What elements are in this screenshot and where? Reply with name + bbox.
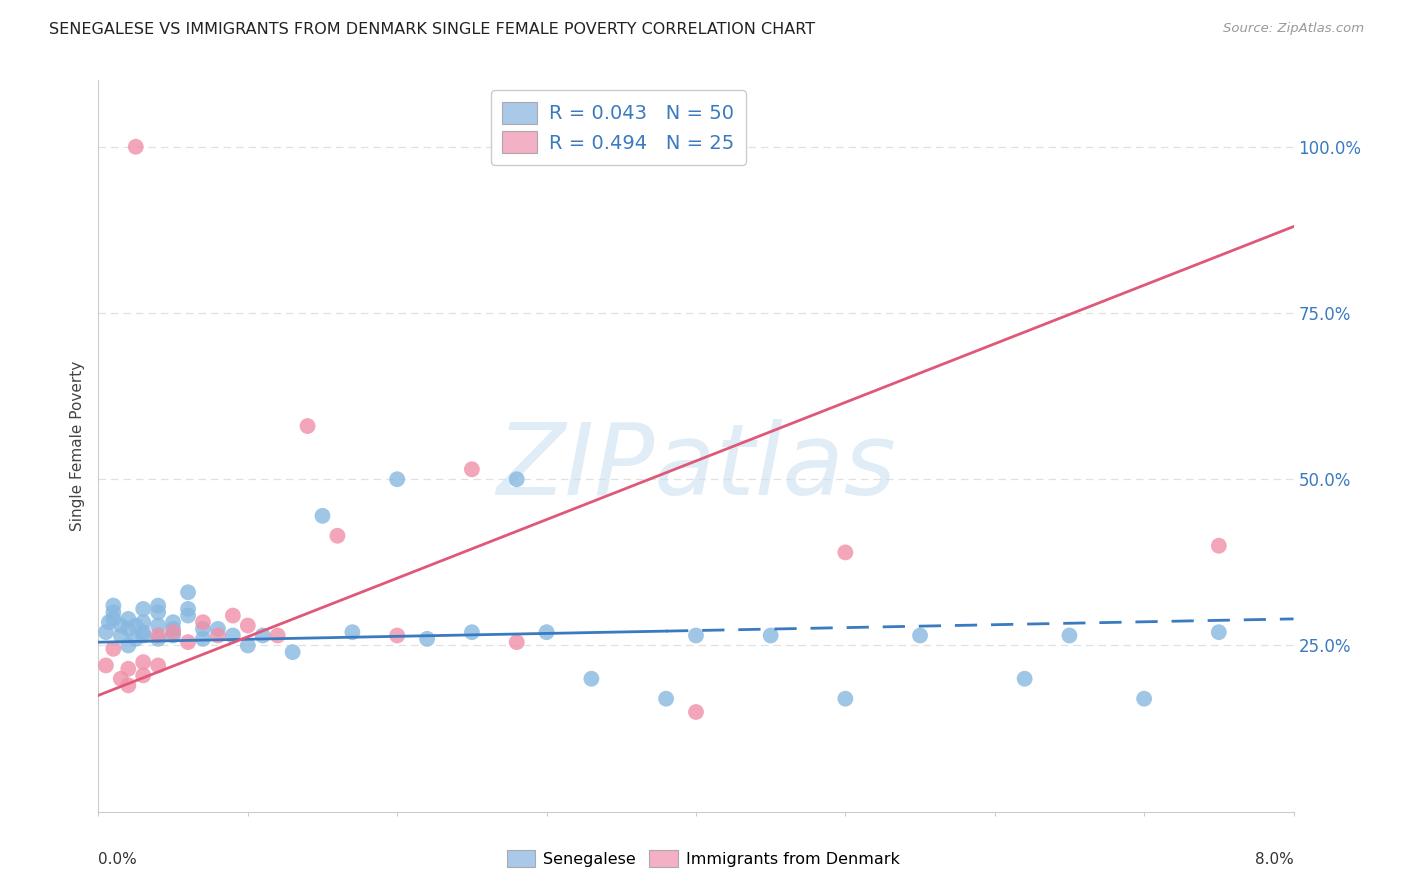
Legend: Senegalese, Immigrants from Denmark: Senegalese, Immigrants from Denmark xyxy=(501,843,905,873)
Point xyxy=(103,641,125,656)
Point xyxy=(834,545,856,559)
Point xyxy=(191,632,214,646)
Point xyxy=(117,639,139,653)
Legend: R = 0.043   N = 50, R = 0.494   N = 25: R = 0.043 N = 50, R = 0.494 N = 25 xyxy=(491,90,747,165)
Text: SENEGALESE VS IMMIGRANTS FROM DENMARK SINGLE FEMALE POVERTY CORRELATION CHART: SENEGALESE VS IMMIGRANTS FROM DENMARK SI… xyxy=(49,22,815,37)
Point xyxy=(94,625,117,640)
Point xyxy=(132,655,155,669)
Point xyxy=(125,632,148,646)
Point xyxy=(125,140,148,154)
Point xyxy=(162,615,184,630)
Point xyxy=(94,658,117,673)
Point xyxy=(236,618,259,632)
Point xyxy=(110,672,132,686)
Point xyxy=(581,672,603,686)
Point xyxy=(103,605,125,619)
Point xyxy=(103,599,125,613)
Point xyxy=(148,605,170,619)
Point xyxy=(834,691,856,706)
Point xyxy=(132,602,155,616)
Point xyxy=(132,668,155,682)
Point xyxy=(125,618,148,632)
Point xyxy=(132,628,155,642)
Point xyxy=(536,625,558,640)
Point xyxy=(191,615,214,630)
Point xyxy=(132,615,155,630)
Point xyxy=(342,625,364,640)
Point xyxy=(207,628,229,642)
Point xyxy=(655,691,678,706)
Point xyxy=(148,658,170,673)
Point xyxy=(103,612,125,626)
Point xyxy=(267,628,290,642)
Point xyxy=(207,622,229,636)
Point xyxy=(281,645,304,659)
Point xyxy=(110,618,132,632)
Point xyxy=(1208,539,1230,553)
Point xyxy=(162,625,184,640)
Point xyxy=(311,508,333,523)
Point xyxy=(685,628,707,642)
Point xyxy=(506,472,529,486)
Point xyxy=(110,628,132,642)
Y-axis label: Single Female Poverty: Single Female Poverty xyxy=(69,361,84,531)
Text: Source: ZipAtlas.com: Source: ZipAtlas.com xyxy=(1223,22,1364,36)
Point xyxy=(385,472,409,486)
Point xyxy=(297,419,319,434)
Point xyxy=(148,599,170,613)
Point xyxy=(148,628,170,642)
Point xyxy=(148,618,170,632)
Point xyxy=(236,639,259,653)
Point xyxy=(1133,691,1156,706)
Point xyxy=(908,628,931,642)
Point xyxy=(162,628,184,642)
Point xyxy=(1059,628,1081,642)
Text: ZIPatlas: ZIPatlas xyxy=(496,419,896,516)
Point xyxy=(506,635,529,649)
Point xyxy=(132,625,155,640)
Point xyxy=(148,632,170,646)
Point xyxy=(191,622,214,636)
Point xyxy=(117,678,139,692)
Point xyxy=(177,635,200,649)
Text: 8.0%: 8.0% xyxy=(1254,852,1294,867)
Point xyxy=(222,628,245,642)
Point xyxy=(685,705,707,719)
Point xyxy=(177,585,200,599)
Point xyxy=(252,628,274,642)
Point xyxy=(117,662,139,676)
Point xyxy=(416,632,439,646)
Point xyxy=(117,612,139,626)
Point xyxy=(177,608,200,623)
Point xyxy=(461,462,484,476)
Point xyxy=(162,622,184,636)
Point xyxy=(385,628,409,642)
Point xyxy=(759,628,782,642)
Point xyxy=(177,602,200,616)
Text: 0.0%: 0.0% xyxy=(98,852,138,867)
Point xyxy=(222,608,245,623)
Point xyxy=(1014,672,1036,686)
Point xyxy=(461,625,484,640)
Point xyxy=(1208,625,1230,640)
Point xyxy=(117,622,139,636)
Point xyxy=(97,615,120,630)
Point xyxy=(326,529,349,543)
